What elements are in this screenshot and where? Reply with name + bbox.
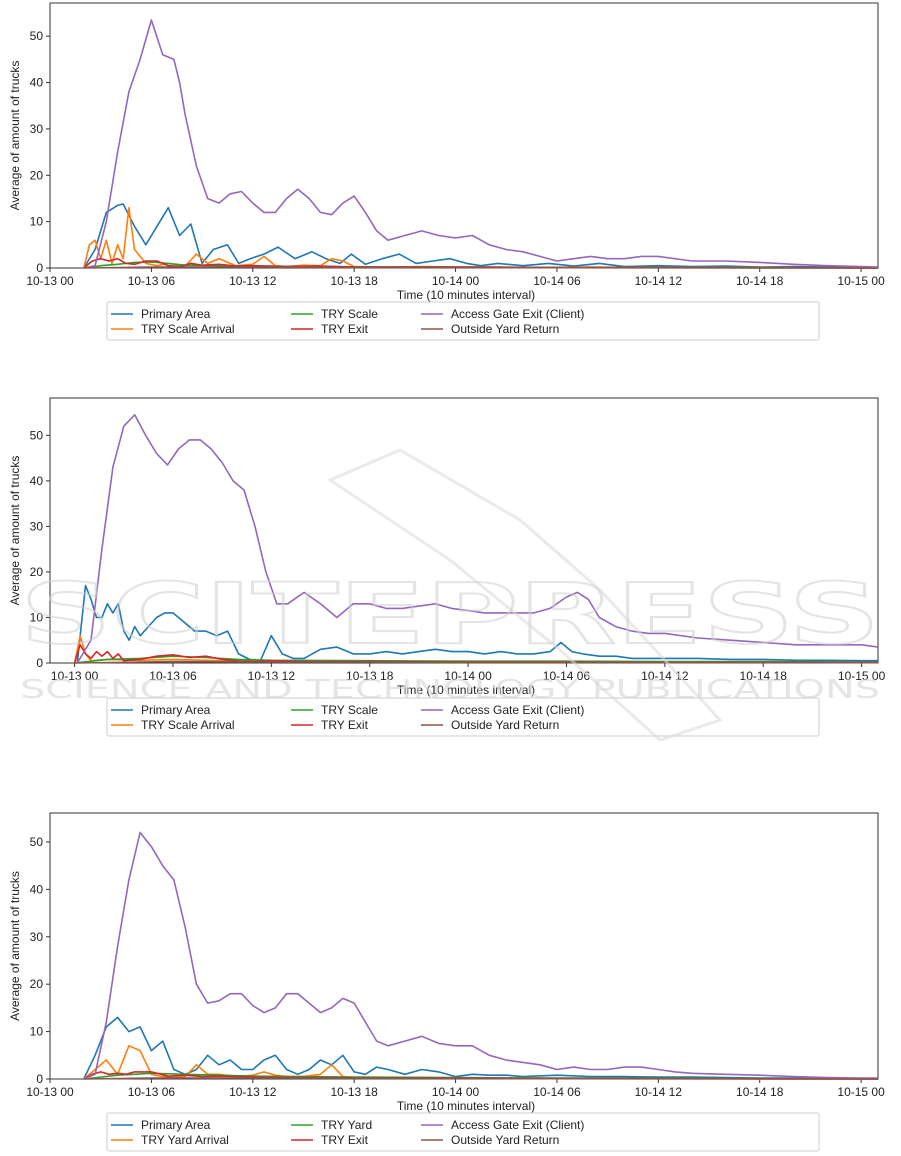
y-tick-label: 20 [30, 565, 44, 579]
x-axis-label: Time (10 minutes interval) [397, 288, 535, 302]
x-tick-label: 10-14 00 [432, 1085, 480, 1099]
legend-label: Primary Area [141, 307, 211, 321]
y-tick-label: 40 [30, 76, 44, 90]
chart-1: 0 10 20 30 40 50 10-13 00 10-13 06 10-13 12 10-13… [8, 2, 885, 341]
x-tick-label: 10-14 00 [444, 669, 492, 683]
x-tick-label: 10-14 12 [635, 1085, 683, 1099]
y-tick-label: 0 [36, 1072, 43, 1086]
series-line-primary-area [83, 203, 879, 269]
chart-2: 0 10 20 30 40 50 10-13 00 10-13 06 10-13 12 10-13… [8, 397, 886, 737]
watermark: SCITEPRESS SCIENCE AND TECHNOLOGY PUBLIC… [19, 448, 881, 742]
x-tick-label: 10-13 12 [229, 1085, 277, 1099]
legend-label: TRY Scale Arrival [141, 322, 235, 336]
legend-label: Outside Yard Return [451, 322, 559, 336]
legend-label: TRY Exit [321, 718, 369, 732]
y-tick-label: 20 [30, 168, 44, 182]
legend-label: TRY Scale [321, 307, 378, 321]
series-line-access-gate-exit-client [76, 413, 879, 664]
x-axis-label: Time (10 minutes interval) [397, 683, 535, 697]
x-tick-label: 10-13 00 [26, 1085, 74, 1099]
series-line-outside-yard-return [83, 1077, 879, 1080]
x-tick-label: 10-13 06 [128, 274, 176, 288]
legend-label: TRY Exit [321, 322, 369, 336]
x-tick-label: 10-13 12 [248, 669, 296, 683]
legend-label: Primary Area [141, 703, 211, 717]
y-tick-label: 20 [30, 977, 44, 991]
x-tick-label: 10-14 06 [533, 1085, 581, 1099]
y-tick-label: 50 [30, 428, 44, 442]
chart-3: 0 10 20 30 40 50 10-13 00 10-13 06 10-13 12 10-13… [8, 812, 885, 1152]
x-tick-label: 10-14 12 [635, 274, 683, 288]
charts: 0 10 20 30 40 50 10-13 00 10-13 06 10-13 12 10-13… [8, 2, 886, 1152]
watermark-logo-shape [326, 448, 723, 742]
legend-label: TRY Yard Arrival [141, 1133, 229, 1147]
x-tick-label: 10-13 06 [128, 1085, 176, 1099]
x-tick-label: 10-13 06 [149, 669, 197, 683]
x-tick-label: 10-14 00 [432, 274, 480, 288]
legend-label: TRY Scale [321, 703, 378, 717]
series-line-access-gate-exit-client [83, 831, 878, 1080]
legend-label: Outside Yard Return [451, 718, 559, 732]
x-tick-label: 10-14 18 [736, 274, 784, 288]
legend-label: Access Gate Exit (Client) [451, 307, 584, 321]
y-tick-label: 0 [36, 261, 43, 275]
x-tick-label: 10-15 00 [837, 274, 885, 288]
y-tick-label: 10 [30, 215, 44, 229]
y-tick-label: 10 [30, 1025, 44, 1039]
x-tick-label: 10-14 06 [543, 669, 591, 683]
x-tick-label: 10-13 18 [330, 274, 378, 288]
watermark-brand: SCITEPRESS [20, 565, 880, 663]
legend-box [106, 301, 820, 341]
series-line-primary-area [76, 584, 878, 664]
legend-label: Access Gate Exit (Client) [451, 1118, 584, 1132]
x-tick-label: 10-13 00 [26, 274, 74, 288]
x-tick-label: 10-13 00 [51, 669, 99, 683]
series-line-access-gate-exit-client [83, 19, 879, 269]
y-tick-label: 30 [30, 122, 44, 136]
legend-label: TRY Yard [321, 1118, 372, 1132]
x-tick-label: 10-13 18 [346, 669, 394, 683]
y-tick-label: 30 [30, 930, 44, 944]
y-axis-label: Average of amount of trucks [8, 61, 22, 211]
y-axis-label: Average of amount of trucks [8, 456, 22, 606]
legend-label: TRY Exit [321, 1133, 369, 1147]
x-tick-label: 10-14 18 [736, 1085, 784, 1099]
y-tick-label: 40 [30, 474, 44, 488]
watermark-tagline: SCIENCE AND TECHNOLOGY PUBLICATIONS [20, 675, 880, 705]
legend-label: TRY Scale Arrival [141, 718, 235, 732]
series-line-outside-yard-return [83, 266, 879, 269]
legend-label: Outside Yard Return [451, 1133, 559, 1147]
legend-box [106, 1112, 820, 1152]
x-axis-label: Time (10 minutes interval) [397, 1099, 535, 1113]
x-tick-label: 10-15 00 [837, 1085, 885, 1099]
x-tick-label: 10-14 18 [740, 669, 788, 683]
y-tick-label: 30 [30, 519, 44, 533]
legend-label: Primary Area [141, 1118, 211, 1132]
y-tick-label: 50 [30, 835, 44, 849]
y-axis-label: Average of amount of trucks [8, 871, 22, 1021]
y-tick-label: 50 [30, 29, 44, 43]
series-line-primary-area [83, 1016, 878, 1080]
y-tick-label: 10 [30, 610, 44, 624]
y-tick-label: 0 [36, 656, 43, 670]
x-tick-label: 10-13 18 [330, 1085, 378, 1099]
legend-box [106, 697, 820, 737]
x-tick-label: 10-15 00 [838, 669, 886, 683]
legend-label: Access Gate Exit (Client) [451, 703, 584, 717]
x-tick-label: 10-14 06 [533, 274, 581, 288]
y-tick-label: 40 [30, 882, 44, 896]
x-tick-label: 10-13 12 [229, 274, 277, 288]
